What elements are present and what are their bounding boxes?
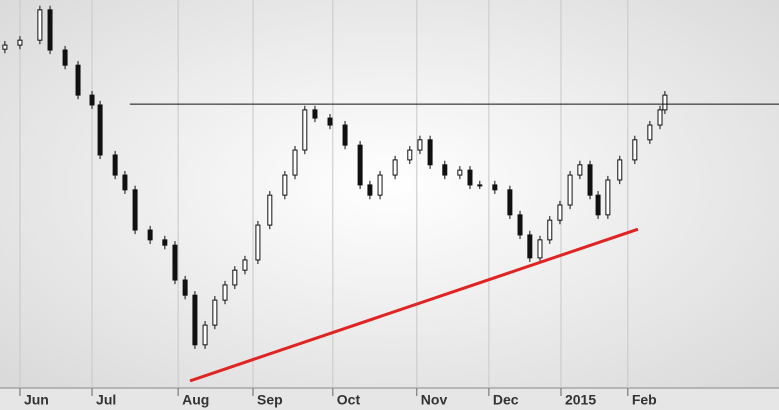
x-tick-label: Oct	[337, 392, 361, 408]
candle-body	[342, 124, 348, 146]
candle-body	[89, 94, 95, 106]
candle-body	[567, 174, 573, 206]
candle-body	[507, 189, 513, 216]
candle-body	[657, 109, 663, 126]
candle-body	[517, 214, 523, 236]
candle-body	[327, 117, 333, 126]
candle-body	[97, 104, 103, 156]
candle-body	[527, 234, 533, 259]
x-tick-label: Feb	[632, 392, 657, 408]
axis-band	[0, 388, 779, 410]
candle-body	[457, 169, 463, 176]
candle-body	[172, 244, 178, 281]
candle-body	[577, 164, 583, 176]
candle-body	[47, 9, 53, 51]
candle-body	[442, 164, 448, 176]
candle-body	[632, 139, 638, 161]
x-tick-label: Nov	[421, 392, 448, 408]
candle-body	[267, 194, 273, 226]
x-tick-label: Jul	[96, 392, 116, 408]
candle-body	[477, 184, 483, 187]
candle-body	[312, 109, 318, 119]
candle-body	[232, 269, 238, 286]
x-tick-label: Aug	[182, 392, 209, 408]
candle-body	[292, 149, 298, 176]
candle-body	[112, 154, 118, 176]
candle-body	[492, 184, 498, 191]
candle-body	[595, 194, 601, 216]
x-tick-label: Jun	[24, 392, 49, 408]
candle-body	[122, 174, 128, 191]
candle-body	[75, 64, 81, 96]
candle-body	[417, 139, 423, 151]
candle-body	[392, 159, 398, 176]
candle-body	[467, 169, 473, 186]
candle-body	[37, 9, 43, 41]
candle-body	[662, 94, 668, 111]
candle-body	[17, 39, 23, 46]
candle-body	[242, 259, 248, 271]
candle-body	[132, 189, 138, 231]
candle-body	[162, 239, 168, 246]
candle-body	[282, 174, 288, 196]
candle-body	[617, 159, 623, 181]
candle-body	[62, 49, 68, 66]
candle-body	[647, 124, 653, 141]
candle-body	[147, 229, 153, 241]
candle-body	[547, 219, 553, 241]
candle-body	[557, 204, 563, 221]
candle-body	[192, 294, 198, 346]
candle-body	[212, 299, 218, 326]
candle-body	[2, 44, 8, 50]
candle-body	[302, 109, 308, 151]
candle-body	[182, 279, 188, 296]
candle-body	[222, 284, 228, 301]
candle-body	[357, 144, 363, 186]
candle-body	[587, 164, 593, 196]
x-tick-label: 2015	[565, 392, 596, 408]
candle-body	[427, 139, 433, 166]
candle-body	[255, 224, 261, 261]
candle-body	[537, 239, 543, 259]
candle-body	[367, 184, 373, 196]
trend-line	[189, 227, 639, 383]
candle-body	[377, 174, 383, 196]
candle-body	[202, 324, 208, 346]
candle-body	[407, 149, 413, 161]
x-tick-label: Dec	[493, 392, 519, 408]
x-tick-label: Sep	[257, 392, 283, 408]
candle-body	[605, 179, 611, 216]
